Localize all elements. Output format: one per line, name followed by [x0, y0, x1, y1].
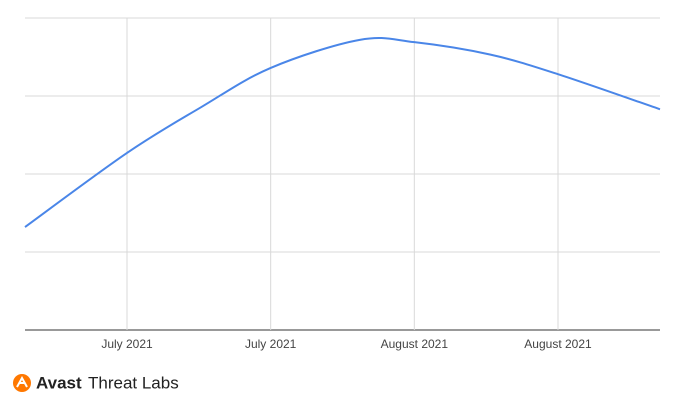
x-tick-label: July 2021 — [245, 337, 297, 351]
x-tick-label: July 2021 — [101, 337, 153, 351]
brand-product: Threat Labs — [88, 373, 179, 392]
logo-glyph — [16, 375, 28, 388]
x-tick-label: August 2021 — [381, 337, 449, 351]
line-series — [24, 37, 661, 228]
logo — [13, 374, 31, 392]
x-tick-label: August 2021 — [524, 337, 592, 351]
brand-name: Avast — [36, 373, 82, 392]
